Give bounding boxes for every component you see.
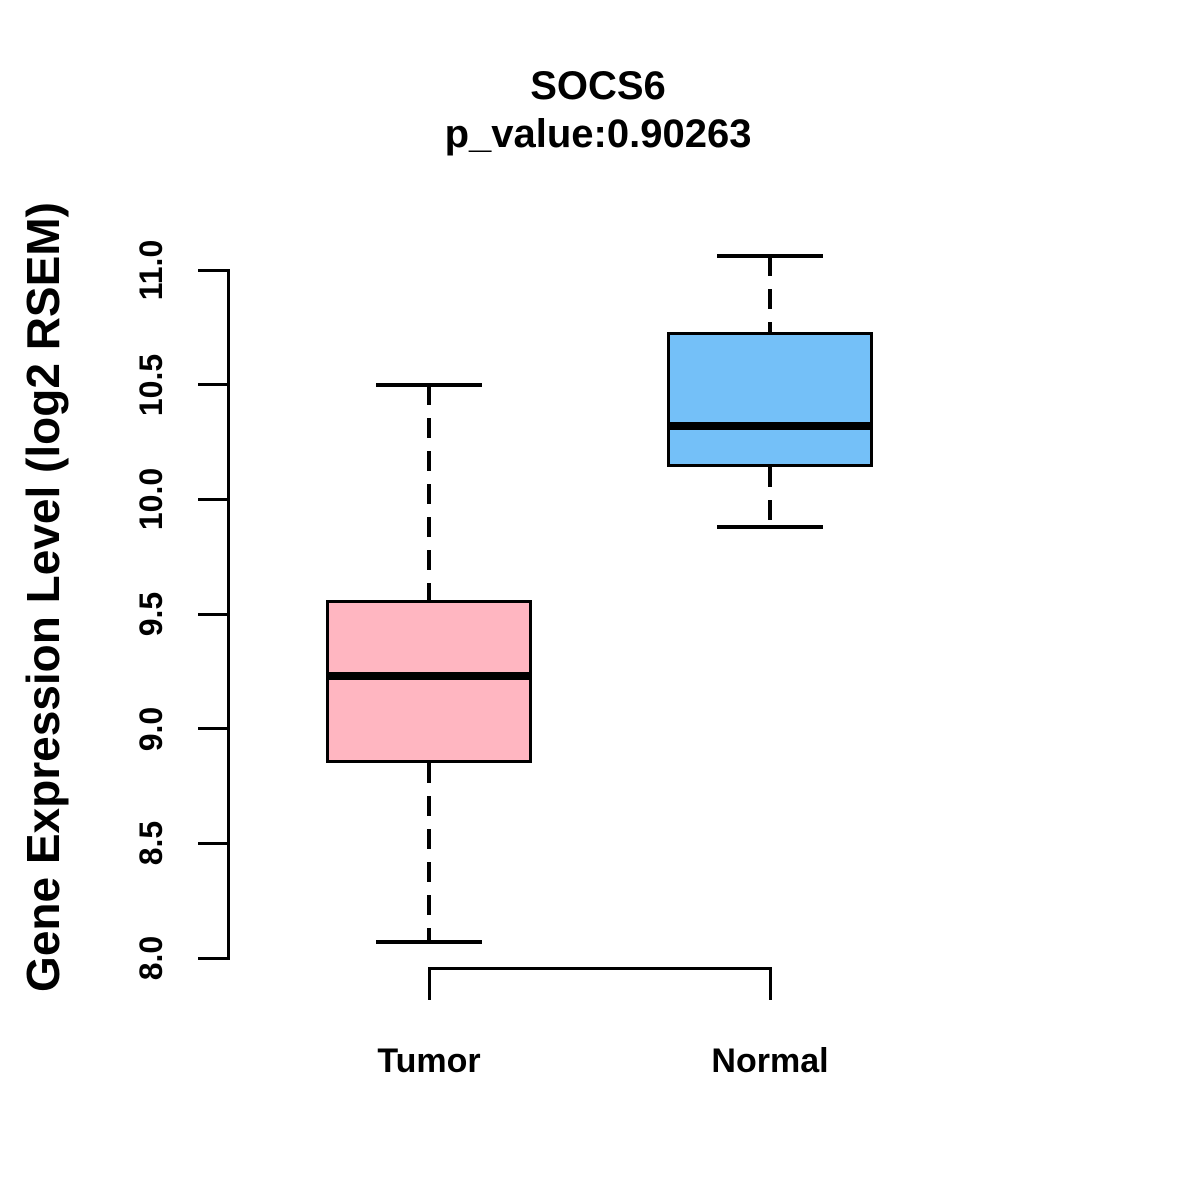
- y-tick-label: 9.0: [133, 706, 169, 751]
- y-tick-label: 10.0: [133, 468, 169, 531]
- y-tick-label: 10.5: [133, 353, 169, 416]
- iqr-box: [326, 600, 532, 764]
- x-axis-line: [429, 967, 770, 970]
- iqr-box: [667, 331, 873, 468]
- y-axis-label: Gene Expression Level (log2 RSEM): [17, 202, 69, 992]
- upper-whisker-cap: [376, 382, 482, 387]
- lower-whisker-line: [427, 763, 431, 942]
- y-tick-mark: [198, 612, 227, 616]
- y-tick-mark: [198, 268, 227, 272]
- x-axis-tick: [768, 967, 772, 1000]
- x-category-label-tumor: Tumor: [377, 1042, 481, 1080]
- chart-subtitle-pvalue: p_value:0.90263: [444, 112, 752, 156]
- y-tick-label: 8.0: [133, 935, 169, 981]
- y-tick-label: 8.5: [133, 821, 169, 866]
- lower-whisker-cap: [717, 524, 823, 529]
- median-line: [667, 421, 873, 430]
- x-axis-tick: [427, 967, 431, 1000]
- y-tick-label: 9.5: [133, 591, 169, 637]
- upper-whisker-cap: [717, 254, 823, 259]
- chart-title-block: SOCS6 p_value:0.90263: [0, 62, 1196, 158]
- y-tick-label: 11.0: [133, 239, 169, 301]
- lower-whisker-cap: [376, 939, 482, 944]
- y-tick-mark: [198, 497, 227, 501]
- upper-whisker-line: [768, 256, 772, 332]
- y-tick-mark: [198, 841, 227, 845]
- lower-whisker-line: [768, 467, 772, 527]
- median-line: [326, 671, 532, 680]
- y-tick-mark: [198, 383, 227, 387]
- y-tick-mark: [198, 956, 227, 960]
- y-axis-line: [227, 268, 230, 960]
- chart-title: SOCS6: [530, 64, 666, 108]
- y-tick-mark: [198, 727, 227, 731]
- x-category-label-normal: Normal: [711, 1042, 829, 1080]
- upper-whisker-line: [427, 384, 431, 601]
